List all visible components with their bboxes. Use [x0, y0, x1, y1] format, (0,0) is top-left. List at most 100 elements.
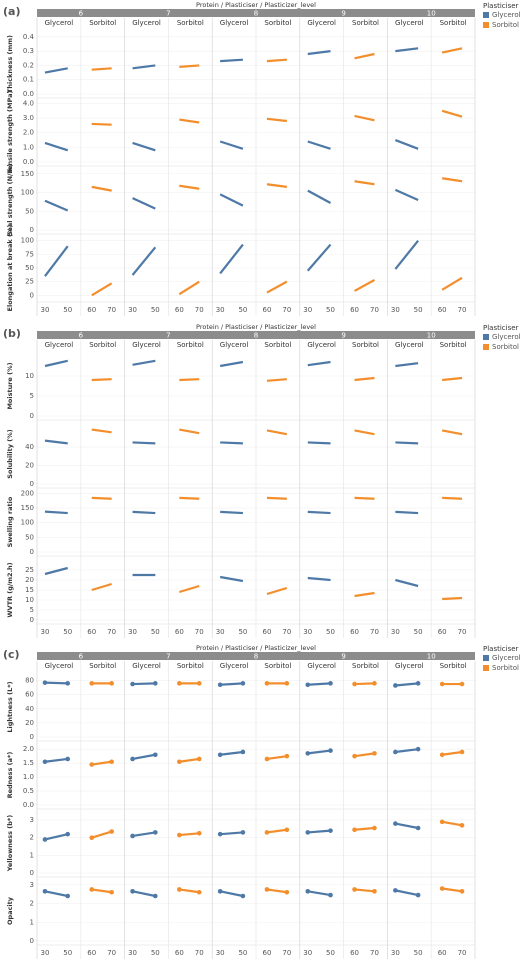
point	[42, 680, 48, 685]
y-tick-label: 10	[25, 372, 34, 380]
y-tick-label: 0.4	[23, 33, 35, 41]
x-tick-label: 70	[370, 949, 379, 957]
legend-title: Plasticiser	[483, 324, 519, 332]
point	[352, 681, 357, 687]
point	[153, 752, 158, 758]
point	[393, 888, 398, 893]
point	[130, 681, 135, 687]
point	[177, 681, 182, 686]
plasticiser-label: Sorbitol	[352, 19, 379, 27]
x-tick-label: 50	[151, 306, 160, 314]
point	[459, 749, 465, 755]
point	[109, 759, 114, 765]
y-axis-title: Swelling ratio	[6, 496, 14, 547]
x-tick-label: 70	[458, 306, 467, 314]
point	[240, 749, 246, 755]
x-tick-label: 50	[238, 949, 247, 957]
header-title: Protein / Plasticiser / Plasticizer_leve…	[196, 1, 316, 9]
y-tick-label: 2	[30, 834, 34, 842]
line	[307, 360, 331, 367]
x-tick-label: 30	[391, 949, 400, 957]
y-axis-title: Solubility (%)	[6, 429, 14, 478]
plasticiser-label: Sorbitol	[89, 19, 116, 27]
header-bar	[37, 331, 475, 339]
protein-label: 6	[79, 653, 84, 661]
point	[65, 681, 71, 686]
y-tick-label: 100	[21, 189, 34, 197]
point	[305, 889, 311, 894]
x-tick-label: 70	[282, 949, 291, 957]
line	[441, 109, 463, 118]
x-tick-label: 30	[41, 306, 50, 314]
x-tick-label: 50	[326, 306, 335, 314]
line	[179, 184, 200, 190]
point	[372, 681, 377, 686]
x-tick-label: 70	[282, 628, 291, 636]
y-axis-title: Lightness (L*)	[6, 681, 14, 732]
point	[415, 746, 421, 752]
point	[42, 759, 48, 765]
x-tick-label: 30	[216, 628, 225, 636]
line	[354, 52, 375, 60]
protein-label: 8	[254, 332, 258, 340]
line	[442, 376, 463, 382]
y-tick-label: 0.1	[23, 76, 34, 84]
y-tick-label: 15	[25, 586, 34, 594]
y-axis-title: Redness (a*)	[6, 752, 14, 799]
y-axis-title: Yellowness (b*)	[6, 815, 14, 873]
header-bar	[37, 9, 475, 17]
line	[354, 429, 375, 436]
line	[307, 50, 331, 56]
plasticiser-label: Glycerol	[395, 662, 424, 670]
protein-label: 8	[254, 653, 258, 661]
point	[264, 756, 270, 762]
plasticiser-label: Sorbitol	[89, 662, 116, 670]
point	[153, 830, 158, 835]
protein-label: 10	[427, 332, 436, 340]
y-tick-label: 0	[30, 937, 34, 945]
legend-swatch	[483, 12, 489, 18]
x-tick-label: 50	[414, 628, 423, 636]
point	[459, 823, 465, 828]
x-tick-label: 30	[128, 628, 137, 636]
y-tick-label: 2.0	[23, 745, 34, 753]
y-tick-label: 0	[30, 869, 34, 877]
point	[217, 889, 223, 894]
x-tick-label: 30	[391, 628, 400, 636]
x-tick-label: 70	[282, 306, 291, 314]
x-tick-label: 60	[175, 949, 184, 957]
x-tick-label: 70	[195, 949, 204, 957]
x-tick-label: 60	[175, 306, 184, 314]
point	[177, 887, 182, 892]
y-tick-label: 0	[30, 226, 34, 234]
x-tick-label: 60	[262, 949, 271, 957]
point	[264, 681, 270, 686]
line	[395, 362, 419, 368]
line	[44, 67, 68, 74]
y-tick-label: 1.0	[23, 773, 34, 781]
plasticiser-label: Glycerol	[220, 341, 249, 349]
legend-label: Sorbitol	[492, 21, 519, 29]
line	[219, 243, 244, 275]
point	[130, 889, 135, 894]
line	[307, 140, 331, 150]
plasticiser-label: Sorbitol	[440, 19, 467, 27]
line	[132, 753, 156, 761]
x-tick-label: 50	[414, 306, 423, 314]
line	[441, 177, 463, 183]
line	[354, 752, 375, 758]
point	[393, 683, 398, 688]
point	[284, 889, 290, 895]
line	[266, 183, 288, 188]
point	[42, 837, 48, 842]
y-tick-label: 75	[25, 250, 34, 258]
x-tick-label: 30	[391, 306, 400, 314]
x-tick-label: 70	[370, 306, 379, 314]
x-tick-label: 30	[216, 949, 225, 957]
line	[354, 591, 375, 598]
plasticiser-label: Sorbitol	[177, 341, 204, 349]
header-title: Protein / Plasticiser / Plasticizer_leve…	[196, 323, 316, 331]
x-tick-label: 30	[128, 949, 137, 957]
y-tick-label: 0	[30, 412, 34, 420]
